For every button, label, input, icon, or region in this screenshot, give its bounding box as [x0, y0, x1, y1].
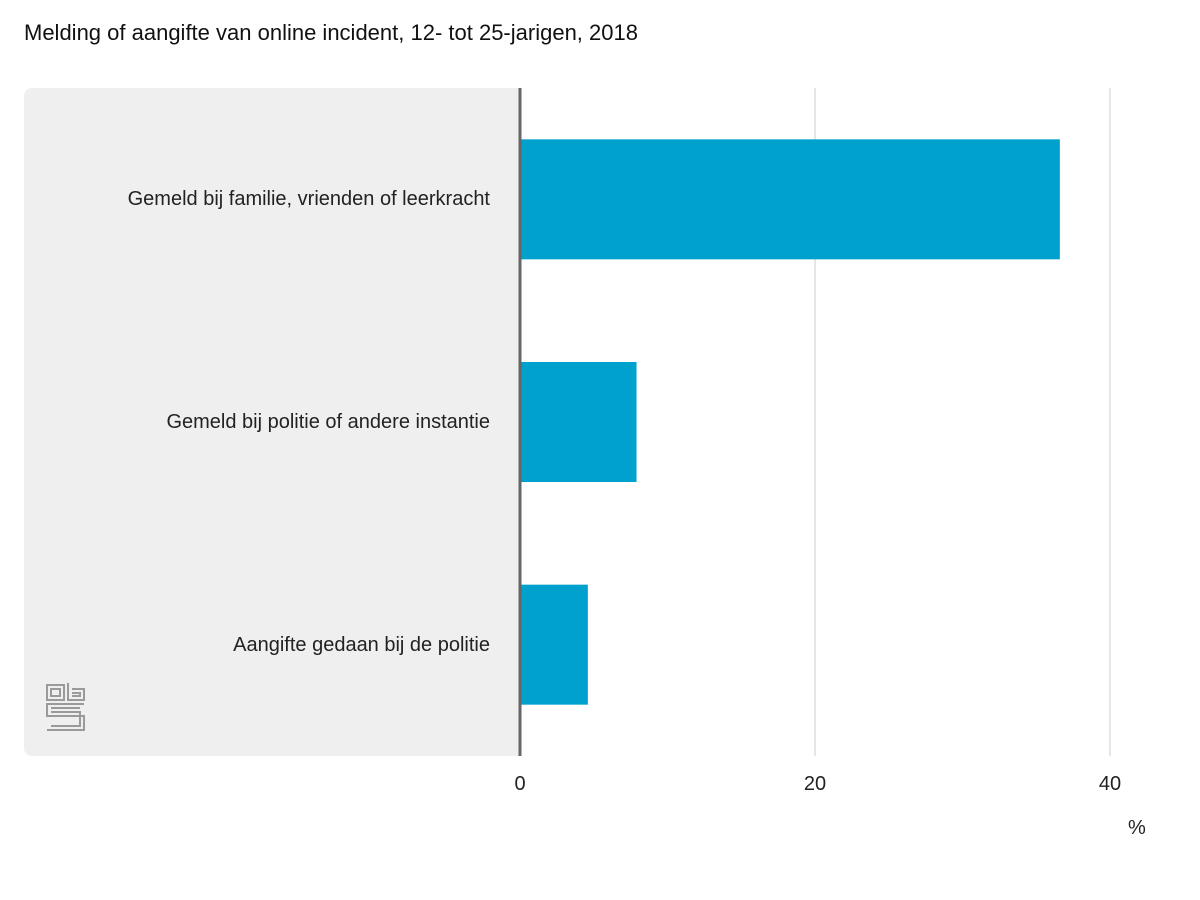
x-tick-label: 40 — [1098, 773, 1122, 795]
label-panel — [24, 88, 520, 756]
cbs-logo-icon — [46, 683, 85, 731]
category-label: Gemeld bij familie, vrienden of leerkrac… — [127, 188, 490, 211]
bar — [521, 362, 637, 482]
category-label: Aangifte gedaan bij de politie — [233, 633, 490, 656]
bar — [521, 584, 588, 705]
x-tick-label: 0 — [514, 773, 526, 795]
x-tick-label: 20 — [803, 773, 827, 795]
bar — [521, 139, 1060, 260]
chart-title: Melding of aangifte van online incident,… — [24, 20, 638, 45]
x-axis-unit: % — [1128, 817, 1146, 839]
category-label: Gemeld bij politie of andere instantie — [166, 411, 490, 433]
